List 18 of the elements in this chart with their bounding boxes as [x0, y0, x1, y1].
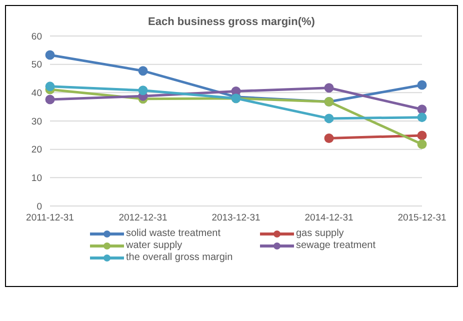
y-tick-label: 30: [31, 116, 42, 128]
y-tick-label: 10: [31, 173, 42, 184]
x-tick-label: 2011-12-31: [26, 212, 74, 224]
x-tick-label: 2015-12-31: [398, 212, 446, 224]
y-tick-label: 0: [36, 201, 42, 212]
x-tick-label: 2012-12-31: [118, 212, 168, 224]
y-tick-label: 50: [31, 60, 42, 71]
y-tick-label: 20: [31, 144, 42, 156]
legend-label: solid waste treatment: [126, 228, 220, 239]
x-tick-label: 2013-12-31: [212, 212, 260, 224]
legend-label: gas supply: [296, 228, 344, 239]
y-tick-label: 60: [31, 31, 42, 42]
legend-label: the overall gross margin: [126, 252, 233, 263]
legend-label: sewage treatment: [296, 240, 376, 251]
x-tick-label: 2014-12-31: [304, 212, 354, 224]
legend-label: water supply: [126, 240, 182, 251]
chart-title: Each business gross margin(%): [147, 16, 316, 28]
y-tick-label: 40: [31, 88, 42, 100]
